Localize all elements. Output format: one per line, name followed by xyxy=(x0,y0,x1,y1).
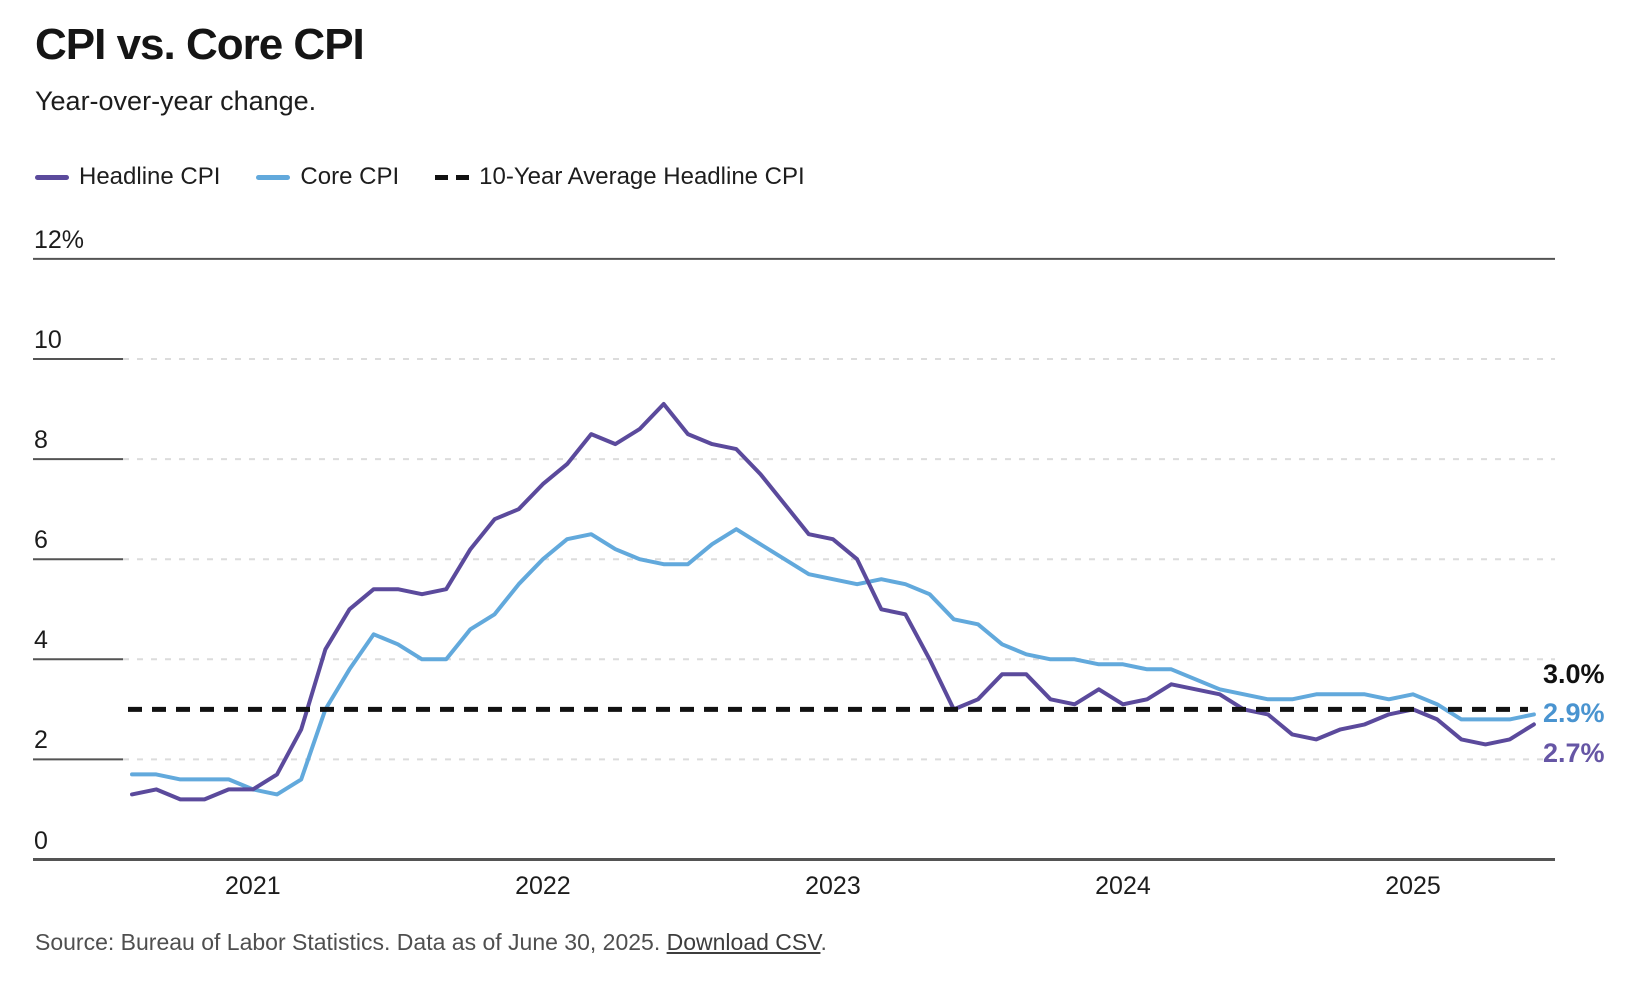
legend-label: Headline CPI xyxy=(79,163,221,190)
y-axis-label: 4 xyxy=(34,626,48,655)
y-axis-label: 10 xyxy=(34,326,62,354)
end-label-core: 2.9% xyxy=(1543,698,1605,729)
x-axis-label: 2024 xyxy=(1095,872,1151,900)
page-title: CPI vs. Core CPI xyxy=(35,20,365,69)
download-csv-link[interactable]: Download CSV xyxy=(666,929,821,955)
core-line-swatch-icon xyxy=(256,174,291,180)
end-label-headline: 2.7% xyxy=(1543,738,1605,769)
legend-item-headline-cpi: Headline CPI xyxy=(35,163,220,191)
legend-label: Core CPI xyxy=(300,163,400,190)
headline-cpi-line xyxy=(130,402,1536,802)
y-axis-label: 0 xyxy=(34,826,48,855)
source-suffix: . xyxy=(820,929,827,955)
x-axis-label: 2022 xyxy=(515,872,571,900)
legend-item-core-cpi: Core CPI xyxy=(256,163,399,191)
dashed-line-swatch-icon xyxy=(435,174,470,180)
end-label-average: 3.0% xyxy=(1543,659,1605,690)
core-cpi-line xyxy=(130,527,1536,797)
source-text: Source: Bureau of Labor Statistics. Data… xyxy=(35,929,667,955)
x-axis-label: 2021 xyxy=(225,872,281,900)
legend: Headline CPI Core CPI 10-Year Average He… xyxy=(35,163,805,191)
y-axis-label: 6 xyxy=(34,526,48,555)
y-axis-label: 8 xyxy=(34,426,48,455)
legend-label: 10-Year Average Headline CPI xyxy=(479,163,805,190)
x-axis-label: 2025 xyxy=(1385,872,1441,900)
x-axis-label: 2023 xyxy=(805,872,861,900)
legend-item-10yr-average: 10-Year Average Headline CPI xyxy=(435,163,805,191)
chart-subtitle: Year-over-year change. xyxy=(35,86,317,116)
source-note: Source: Bureau of Labor Statistics. Data… xyxy=(35,929,827,956)
y-axis-label: 2 xyxy=(34,726,48,755)
y-axis-label: 12% xyxy=(34,225,85,254)
headline-line-swatch-icon xyxy=(35,174,69,180)
